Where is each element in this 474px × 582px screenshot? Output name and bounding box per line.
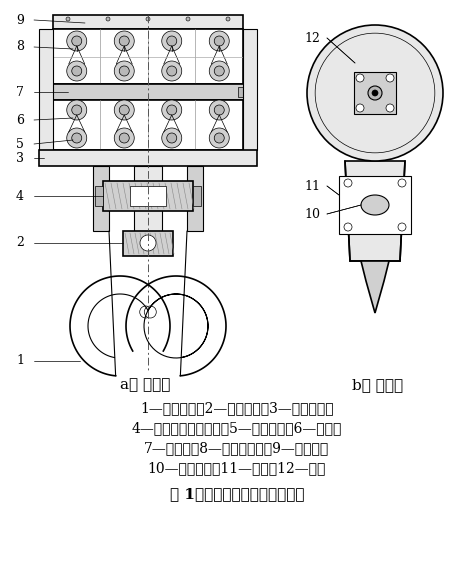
- Circle shape: [307, 25, 443, 161]
- Text: 2: 2: [16, 236, 24, 250]
- Circle shape: [72, 66, 82, 76]
- Circle shape: [209, 100, 229, 120]
- Circle shape: [344, 179, 352, 187]
- Bar: [95, 186, 103, 206]
- Bar: [93, 166, 109, 231]
- Circle shape: [114, 31, 134, 51]
- Bar: [354, 72, 396, 114]
- Circle shape: [214, 105, 224, 115]
- Circle shape: [386, 104, 394, 112]
- Circle shape: [114, 100, 134, 120]
- Text: 7—滑轮轴：8—深沟球轴承：9—滑轮罩：: 7—滑轮轴：8—深沟球轴承：9—滑轮罩：: [145, 441, 329, 455]
- Circle shape: [162, 31, 182, 51]
- Circle shape: [167, 133, 177, 143]
- Circle shape: [356, 74, 364, 82]
- Circle shape: [72, 133, 82, 143]
- Text: 3: 3: [16, 151, 24, 165]
- Circle shape: [209, 31, 229, 51]
- Circle shape: [214, 133, 224, 143]
- Circle shape: [119, 133, 129, 143]
- Circle shape: [66, 17, 70, 21]
- Circle shape: [398, 179, 406, 187]
- Circle shape: [386, 74, 394, 82]
- Circle shape: [119, 66, 129, 76]
- Circle shape: [226, 17, 230, 21]
- Text: 6: 6: [16, 113, 24, 126]
- Bar: [53, 15, 243, 29]
- Circle shape: [167, 36, 177, 46]
- Circle shape: [144, 306, 156, 318]
- Circle shape: [214, 66, 224, 76]
- Bar: [53, 100, 243, 150]
- Ellipse shape: [361, 195, 389, 215]
- Circle shape: [67, 61, 87, 81]
- Circle shape: [214, 36, 224, 46]
- Circle shape: [72, 36, 82, 46]
- Bar: [130, 186, 166, 206]
- Bar: [39, 29, 53, 150]
- Circle shape: [67, 128, 87, 148]
- Circle shape: [140, 306, 152, 318]
- Text: b） 左视图: b） 左视图: [353, 378, 403, 392]
- Bar: [193, 186, 201, 206]
- Circle shape: [167, 105, 177, 115]
- Circle shape: [372, 90, 378, 96]
- Circle shape: [162, 128, 182, 148]
- Circle shape: [209, 61, 229, 81]
- Circle shape: [162, 61, 182, 81]
- Bar: [123, 231, 173, 256]
- Circle shape: [114, 128, 134, 148]
- Circle shape: [344, 223, 352, 231]
- Bar: [103, 181, 193, 211]
- Text: 11: 11: [304, 179, 320, 193]
- Text: 1: 1: [16, 354, 24, 367]
- Text: 10: 10: [304, 208, 320, 221]
- Text: a） 主视图: a） 主视图: [120, 378, 170, 392]
- Circle shape: [167, 66, 177, 76]
- Text: 12: 12: [304, 31, 320, 44]
- Circle shape: [140, 235, 156, 251]
- Circle shape: [106, 17, 110, 21]
- Polygon shape: [345, 161, 405, 261]
- Bar: [339, 176, 411, 234]
- Bar: [187, 166, 203, 231]
- Circle shape: [162, 100, 182, 120]
- Bar: [134, 166, 162, 231]
- Text: 8: 8: [16, 41, 24, 54]
- Text: 1—直柄双钓：2—保险卡板：3—吸钓横梁：: 1—直柄双钓：2—保险卡板：3—吸钓横梁：: [140, 401, 334, 415]
- Circle shape: [209, 128, 229, 148]
- Text: 7: 7: [16, 86, 24, 98]
- Text: 4—推力调心滚子轴承：5—吸钓螺母：6—滑轮：: 4—推力调心滚子轴承：5—吸钓螺母：6—滑轮：: [132, 421, 342, 435]
- Bar: [243, 29, 257, 150]
- Circle shape: [119, 36, 129, 46]
- Polygon shape: [361, 261, 389, 313]
- Circle shape: [67, 100, 87, 120]
- Bar: [238, 87, 250, 97]
- Circle shape: [114, 61, 134, 81]
- Circle shape: [119, 105, 129, 115]
- Text: 图 1　起重吸钓的基本结构形式: 图 1 起重吸钓的基本结构形式: [170, 487, 304, 501]
- Circle shape: [368, 86, 382, 100]
- Bar: [43, 84, 253, 100]
- Circle shape: [67, 31, 87, 51]
- Circle shape: [398, 223, 406, 231]
- Bar: [53, 29, 243, 84]
- Text: 4: 4: [16, 190, 24, 203]
- Text: 9: 9: [16, 13, 24, 27]
- Circle shape: [72, 105, 82, 115]
- Circle shape: [356, 104, 364, 112]
- Text: 10—轴端挡板：11—拉板：12—油杯: 10—轴端挡板：11—拉板：12—油杯: [148, 461, 326, 475]
- Circle shape: [146, 17, 150, 21]
- Bar: [39, 150, 257, 166]
- Circle shape: [186, 17, 190, 21]
- Text: 5: 5: [16, 137, 24, 151]
